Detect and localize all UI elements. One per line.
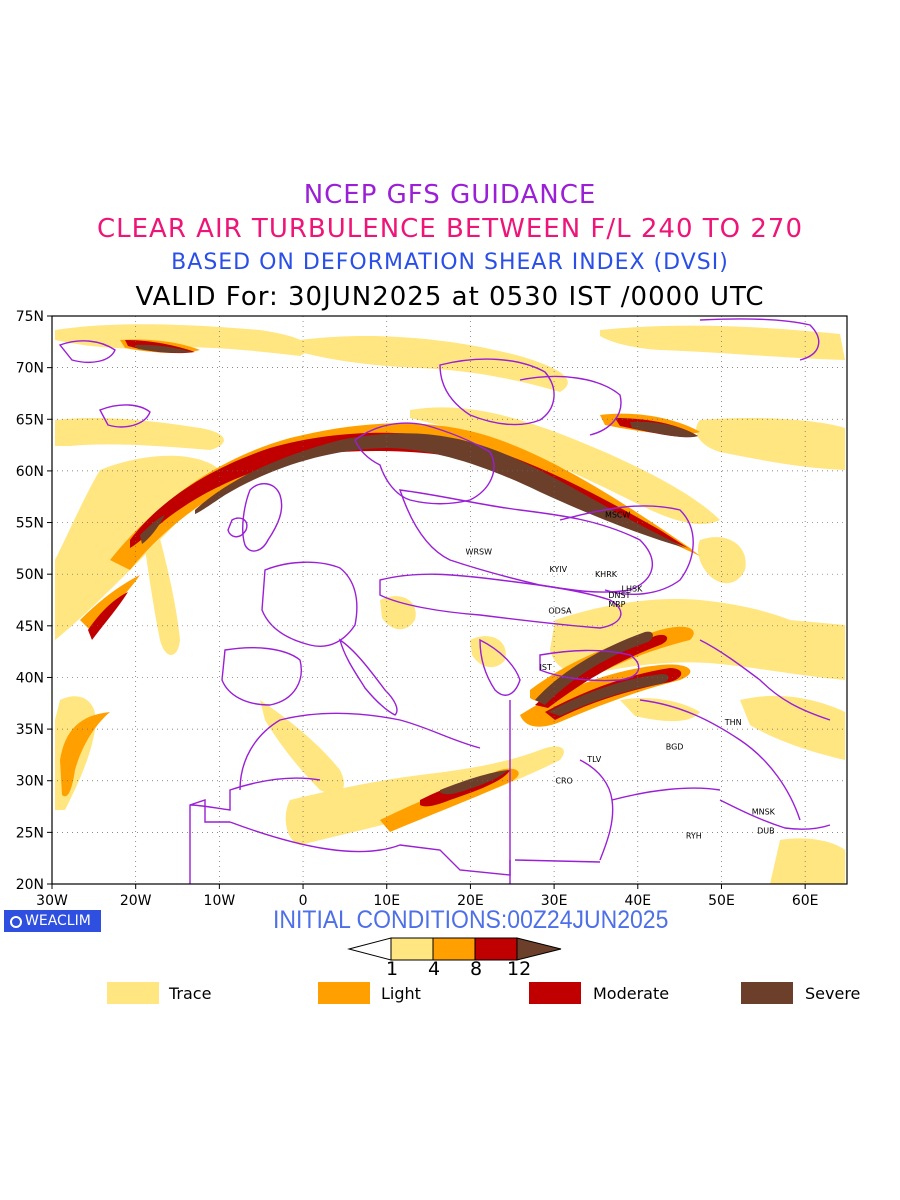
station-label: CRO	[555, 777, 572, 786]
latitude-tick-label: 45N	[16, 619, 44, 635]
legend-moderate-label: Moderate	[593, 984, 670, 1003]
latitude-tick-label: 55N	[16, 516, 44, 532]
latitude-tick-label: 50N	[16, 567, 44, 583]
legend-severe-label: Severe	[805, 984, 861, 1003]
latitude-tick-label: 35N	[16, 722, 44, 738]
latitude-tick-label: 60N	[16, 464, 44, 480]
latitude-tick-label: 25N	[16, 825, 44, 841]
country-boundaries	[58, 318, 831, 884]
chart-title: NCEP GFS GUIDANCE	[303, 180, 597, 210]
longitude-tick-label: 20E	[457, 893, 484, 909]
station-label: LHSK	[622, 585, 644, 594]
colorbar-value-8: 8	[470, 958, 483, 980]
colorbar-moderate-bin	[474, 937, 518, 961]
station-label: TLV	[586, 755, 601, 764]
station-label: MSCW	[605, 510, 631, 519]
map-plot-area	[52, 316, 847, 884]
longitude-tick-label: 10E	[373, 893, 400, 909]
legend-trace-label: Trace	[169, 984, 212, 1003]
station-label: KYIV	[549, 565, 567, 574]
colorbar-severe-triangle	[516, 937, 562, 961]
colorbar-value-1: 1	[386, 958, 399, 980]
longitude-tick-label: 10W	[204, 893, 236, 909]
weaclim-badge: WEACLIM	[4, 910, 101, 932]
station-label: THN	[724, 718, 742, 727]
map-frame	[51, 315, 848, 885]
longitude-axis: 30W 20W 10W 0 10E 20E 30E 40E 50E 60E	[36, 884, 818, 909]
station-label: ODSA	[548, 606, 572, 615]
station-label: WRSW	[466, 547, 493, 556]
longitude-tick-label: 20W	[120, 893, 152, 909]
station-label: IST	[540, 663, 552, 672]
colorbar-value-12: 12	[507, 958, 532, 980]
colorbar-trace-bin	[390, 937, 434, 961]
station-label: MRP	[608, 600, 625, 609]
latitude-tick-label: 65N	[16, 412, 44, 428]
legend-moderate-swatch	[529, 982, 581, 1004]
longitude-tick-label: 50E	[708, 893, 735, 909]
trace-regions	[55, 324, 845, 884]
latitude-tick-label: 40N	[16, 670, 44, 686]
valid-time: VALID For: 30JUN2025 at 0530 IST /0000 U…	[135, 282, 765, 312]
legend-light-label: Light	[381, 984, 421, 1003]
longitude-tick-label: 30E	[541, 893, 568, 909]
latitude-tick-label: 70N	[16, 361, 44, 377]
colorbar-value-4: 4	[428, 958, 441, 980]
colorbar-light-bin	[432, 937, 476, 961]
chart-method: BASED ON DEFORMATION SHEAR INDEX (DVSI)	[171, 250, 729, 275]
initial-conditions: INITIAL CONDITIONS:00Z24JUN2025	[273, 906, 669, 934]
station-label: KHRK	[595, 570, 618, 579]
weaclim-label: WEACLIM	[25, 913, 91, 929]
station-label: BGD	[666, 743, 684, 752]
legend-severe-swatch	[741, 982, 793, 1004]
longitude-tick-label: 30W	[36, 893, 68, 909]
weaclim-logo-icon	[10, 916, 22, 928]
colorbar	[347, 937, 562, 961]
chart-subtitle: CLEAR AIR TURBULENCE BETWEEN F/L 240 TO …	[96, 214, 804, 244]
longitude-tick-label: 0	[299, 893, 308, 909]
station-label: RYH	[686, 831, 702, 840]
colorbar-low-triangle	[347, 937, 392, 961]
longitude-tick-label: 60E	[792, 893, 819, 909]
severe-regions	[135, 344, 698, 795]
legend-trace-swatch	[107, 982, 159, 1004]
longitude-tick-label: 40E	[624, 893, 651, 909]
latitude-tick-label: 75N	[16, 309, 44, 325]
latitude-axis: 75N 70N 65N 60N 55N 50N 45N 40N 35N 30N 25N 20N	[16, 309, 52, 893]
legend-light-swatch	[318, 982, 370, 1004]
station-label: DUB	[757, 826, 775, 835]
station-label: MNSK	[752, 808, 776, 817]
latitude-tick-label: 30N	[16, 774, 44, 790]
latitude-tick-label: 20N	[16, 877, 44, 893]
station-label: DNST	[608, 591, 630, 600]
